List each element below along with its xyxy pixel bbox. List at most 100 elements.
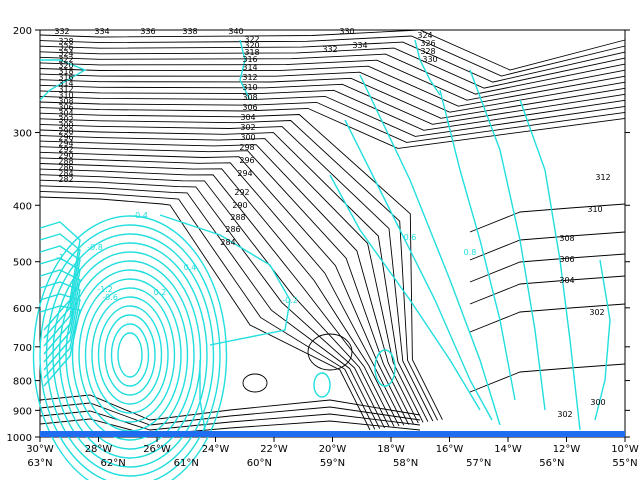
y-tick-label: 900 (13, 406, 32, 417)
pv-label: 0.4 (184, 263, 197, 272)
upper-theta-label-text: 320 (58, 61, 73, 70)
pv-contour (239, 39, 251, 101)
isentrope-label-text: 320 (244, 41, 259, 50)
isentrope-label: 326 (420, 39, 435, 48)
x-tick-label-lat: 59°N (320, 458, 345, 469)
isentrope-label: 320 (244, 41, 259, 50)
isentrope-label-text: 332 (322, 45, 337, 54)
surface-band-rect (40, 431, 625, 437)
upper-theta-label-text: 318 (58, 67, 73, 76)
theta-contour (39, 163, 400, 427)
upper-theta-label: 284 (58, 169, 73, 178)
isentrope-label: 284 (220, 238, 235, 247)
isentrope-label-text: 288 (230, 213, 245, 222)
theta-contour (307, 333, 353, 371)
x-tick-label-lon: 10°W (611, 444, 639, 455)
x-tick-label-lat: 60°N (247, 458, 272, 469)
isentrope-label: 296 (239, 156, 254, 165)
upper-theta-label: 328 (58, 37, 73, 46)
pv-label: 0.8 (464, 248, 477, 257)
pv-contour (359, 74, 501, 426)
upper-theta-label-text: 282 (58, 175, 73, 184)
theta-contour (39, 140, 419, 424)
theta-contour (39, 29, 626, 71)
right-theta-label: 302 (557, 410, 572, 419)
x-tick-label-lat: 61°N (174, 458, 199, 469)
x-tick-label-lat: 55°N (612, 458, 637, 469)
theta-contour (39, 83, 626, 125)
upper-theta-label-text: 288 (58, 157, 73, 166)
pv-contour (159, 214, 291, 346)
upper-theta-label: 304 (58, 109, 73, 118)
pv-contour (32, 215, 228, 480)
isentrope-label-text: 334 (352, 41, 367, 50)
pv-contour (414, 39, 441, 96)
isentrope-label: 332 (322, 45, 337, 54)
isentrope-label-text: 296 (239, 156, 254, 165)
upper-theta-label-text: 300 (58, 121, 73, 130)
upper-theta-label-text: 322 (58, 55, 73, 64)
x-tick-label-lon: 28°W (85, 444, 113, 455)
right-theta-label: 310 (587, 205, 602, 214)
right-theta-label-text: 308 (559, 234, 574, 243)
theta-contour (39, 157, 405, 426)
theta-contour (469, 253, 626, 283)
pv-contour (39, 245, 81, 347)
pv-label-text: -1 (56, 253, 64, 262)
theta-contours (39, 29, 626, 436)
upper-theta-label-text: 296 (58, 133, 73, 142)
upper-theta-label-text: 326 (58, 43, 73, 52)
theta-contour (39, 129, 429, 422)
upper-theta-label-text: 334 (94, 27, 109, 36)
upper-theta-label: 332 (54, 27, 69, 36)
pv-label-text: -0.6 (102, 293, 118, 302)
theta-contour (469, 303, 626, 333)
pv-contour (58, 251, 202, 459)
theta-contour (39, 185, 381, 429)
isentrope-label-text: 318 (244, 48, 259, 57)
right-theta-label: 308 (559, 234, 574, 243)
upper-theta-label-text: 312 (58, 85, 73, 94)
upper-theta-label-text: 308 (58, 97, 73, 106)
right-theta-label-text: 300 (590, 398, 605, 407)
isentrope-label-text: 306 (242, 103, 257, 112)
upper-theta-label: 298 (58, 127, 73, 136)
pv-contour (313, 372, 331, 398)
upper-theta-label: 282 (58, 175, 73, 184)
isentrope-label: 300 (240, 133, 255, 142)
pv-label: -0.8 (87, 243, 103, 252)
upper-theta-label: 324 (58, 49, 73, 58)
upper-theta-label: 286 (58, 163, 73, 172)
upper-theta-label: 288 (58, 157, 73, 166)
pv-contour (78, 278, 182, 432)
upper-theta-label-text: 340 (228, 27, 243, 36)
y-tick-label: 200 (13, 26, 32, 37)
isentrope-label-text: 322 (244, 35, 259, 44)
theta-contour (39, 135, 424, 423)
x-tick-label-lat: 58°N (393, 458, 418, 469)
y-axis: 200 300 400 500 600 700 800 900 1000 (7, 26, 630, 444)
isentrope-label: 304 (240, 113, 255, 122)
pv-contour (97, 305, 163, 405)
pv-contour (39, 224, 221, 480)
isentrope-label-text: 310 (242, 83, 257, 92)
isentrope-label-text: 284 (220, 238, 235, 247)
upper-theta-label: 340 (228, 27, 243, 36)
upper-theta-label-text: 290 (58, 151, 73, 160)
theta-contour (39, 107, 626, 149)
right-theta-label: 300 (590, 398, 605, 407)
pv-contour (52, 242, 208, 468)
upper-theta-label-text: 336 (140, 27, 155, 36)
upper-theta-label: 292 (58, 145, 73, 154)
isentrope-label: 286 (225, 225, 240, 234)
theta-contour (469, 203, 626, 233)
upper-theta-label: 308 (58, 97, 73, 106)
upper-theta-label-text: 328 (58, 37, 73, 46)
pv-contour (374, 349, 396, 387)
y-tick-label: 600 (13, 304, 32, 315)
pv-label: 0.2 (154, 288, 167, 297)
x-tick-label-lat: 62°N (101, 458, 126, 469)
upper-theta-label-text: 338 (182, 27, 197, 36)
upper-theta-label: 338 (182, 27, 197, 36)
theta-contour (39, 101, 626, 143)
